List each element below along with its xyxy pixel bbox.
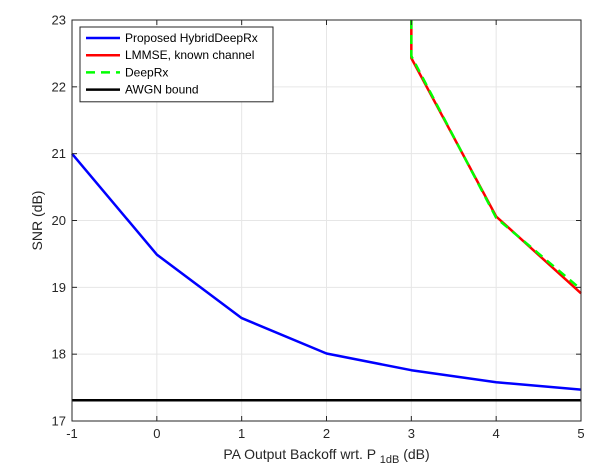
y-tick-label: 19 bbox=[52, 280, 66, 295]
series-layer bbox=[71, 20, 582, 402]
series-line-deeprx bbox=[410, 20, 582, 291]
x-tick-label: 2 bbox=[323, 426, 330, 441]
x-tick-label: 0 bbox=[153, 426, 160, 441]
x-tick-label: 1 bbox=[238, 426, 245, 441]
x-axis-label: PA Output Backoff wrt. P 1dB (dB) bbox=[223, 446, 429, 466]
y-tick-label: 20 bbox=[52, 213, 66, 228]
y-tick-label: 23 bbox=[52, 13, 66, 28]
legend-entry: DeepRx bbox=[125, 65, 168, 79]
y-axis-label: SNR (dB) bbox=[29, 191, 45, 251]
x-axis-label-main: PA Output Backoff wrt. P bbox=[223, 446, 376, 462]
x-axis-label-subscript: 1dB bbox=[380, 454, 400, 466]
legend-entry: Proposed HybridDeepRx bbox=[125, 31, 258, 45]
x-tick-label: -1 bbox=[66, 426, 78, 441]
y-tick-label: 17 bbox=[52, 414, 66, 429]
tick-marks bbox=[71, 19, 582, 422]
x-axis-label-suffix: (dB) bbox=[403, 446, 429, 462]
legend-entry: LMMSE, known channel bbox=[125, 48, 254, 62]
x-tick-label: 4 bbox=[493, 426, 500, 441]
legend: Proposed HybridDeepRx LMMSE, known channe… bbox=[79, 26, 274, 103]
y-tick-label: 21 bbox=[52, 146, 66, 161]
y-tick-label: 18 bbox=[52, 347, 66, 362]
series-line-proposed-hybriddeeprx bbox=[71, 152, 582, 391]
x-tick-label: 3 bbox=[408, 426, 415, 441]
legend-entry: AWGN bound bbox=[125, 83, 199, 97]
y-tick-label: 22 bbox=[52, 79, 66, 94]
x-tick-label: 5 bbox=[577, 426, 584, 441]
